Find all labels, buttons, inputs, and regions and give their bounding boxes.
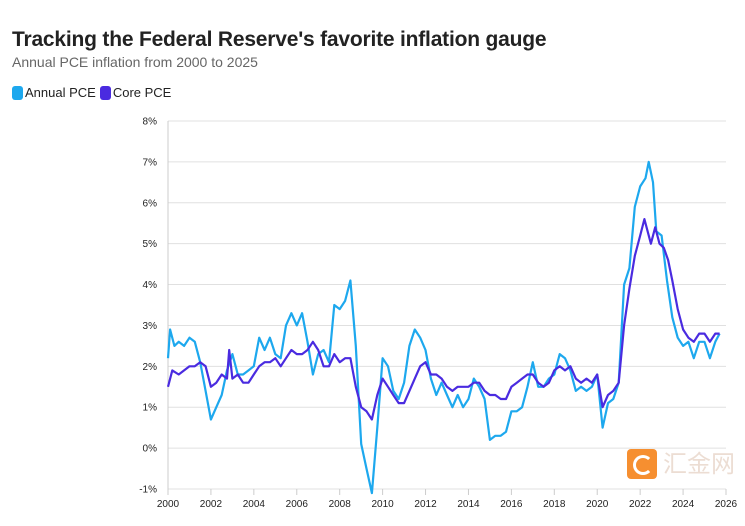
x-tick-label: 2010 [371, 499, 394, 510]
watermark: 汇金网 [627, 448, 735, 480]
y-tick-label: 0% [143, 444, 158, 455]
y-tick-label: 6% [143, 198, 158, 209]
series-line-annual-pce [166, 160, 721, 495]
legend-label: Core PCE [112, 85, 172, 100]
y-tick-label: 4% [143, 280, 158, 291]
chart-title: Tracking the Federal Reserve's favorite … [12, 28, 547, 51]
y-tick-label: -1% [139, 485, 157, 496]
y-tick-label: 5% [143, 239, 158, 250]
x-tick-label: 2008 [329, 499, 352, 510]
x-tick-label: 2014 [457, 499, 480, 510]
x-tick-label: 2022 [629, 499, 652, 510]
watermark-logo-icon [627, 449, 657, 479]
x-tick-label: 2024 [672, 499, 695, 510]
x-tick-label: 2000 [157, 499, 180, 510]
legend-item-annual-pce[interactable]: Annual PCE [12, 85, 96, 100]
legend-item-core-pce[interactable]: Core PCE [99, 85, 172, 100]
legend-swatch [12, 85, 23, 100]
x-tick-label: 2020 [586, 499, 609, 510]
legend: Annual PCE Core PCE [12, 85, 171, 100]
y-tick-label: 1% [143, 403, 158, 414]
x-tick-label: 2002 [200, 499, 223, 510]
y-tick-label: 3% [143, 321, 158, 332]
legend-label: Annual PCE [25, 85, 96, 100]
x-tick-label: 2018 [543, 499, 566, 510]
series-line-core-pce [166, 218, 720, 421]
x-tick-label: 2012 [414, 499, 437, 510]
watermark-text: 汇金网 [663, 450, 735, 478]
x-tick-label: 2016 [500, 499, 523, 510]
x-tick-label: 2026 [715, 499, 738, 510]
chart-subtitle: Annual PCE inflation from 2000 to 2025 [12, 54, 258, 70]
x-tick-label: 2004 [243, 499, 266, 510]
legend-swatch [99, 85, 111, 100]
x-tick-label: 2006 [286, 499, 309, 510]
y-tick-label: 2% [143, 362, 158, 373]
y-tick-label: 8% [143, 117, 158, 128]
y-tick-label: 7% [143, 157, 158, 168]
